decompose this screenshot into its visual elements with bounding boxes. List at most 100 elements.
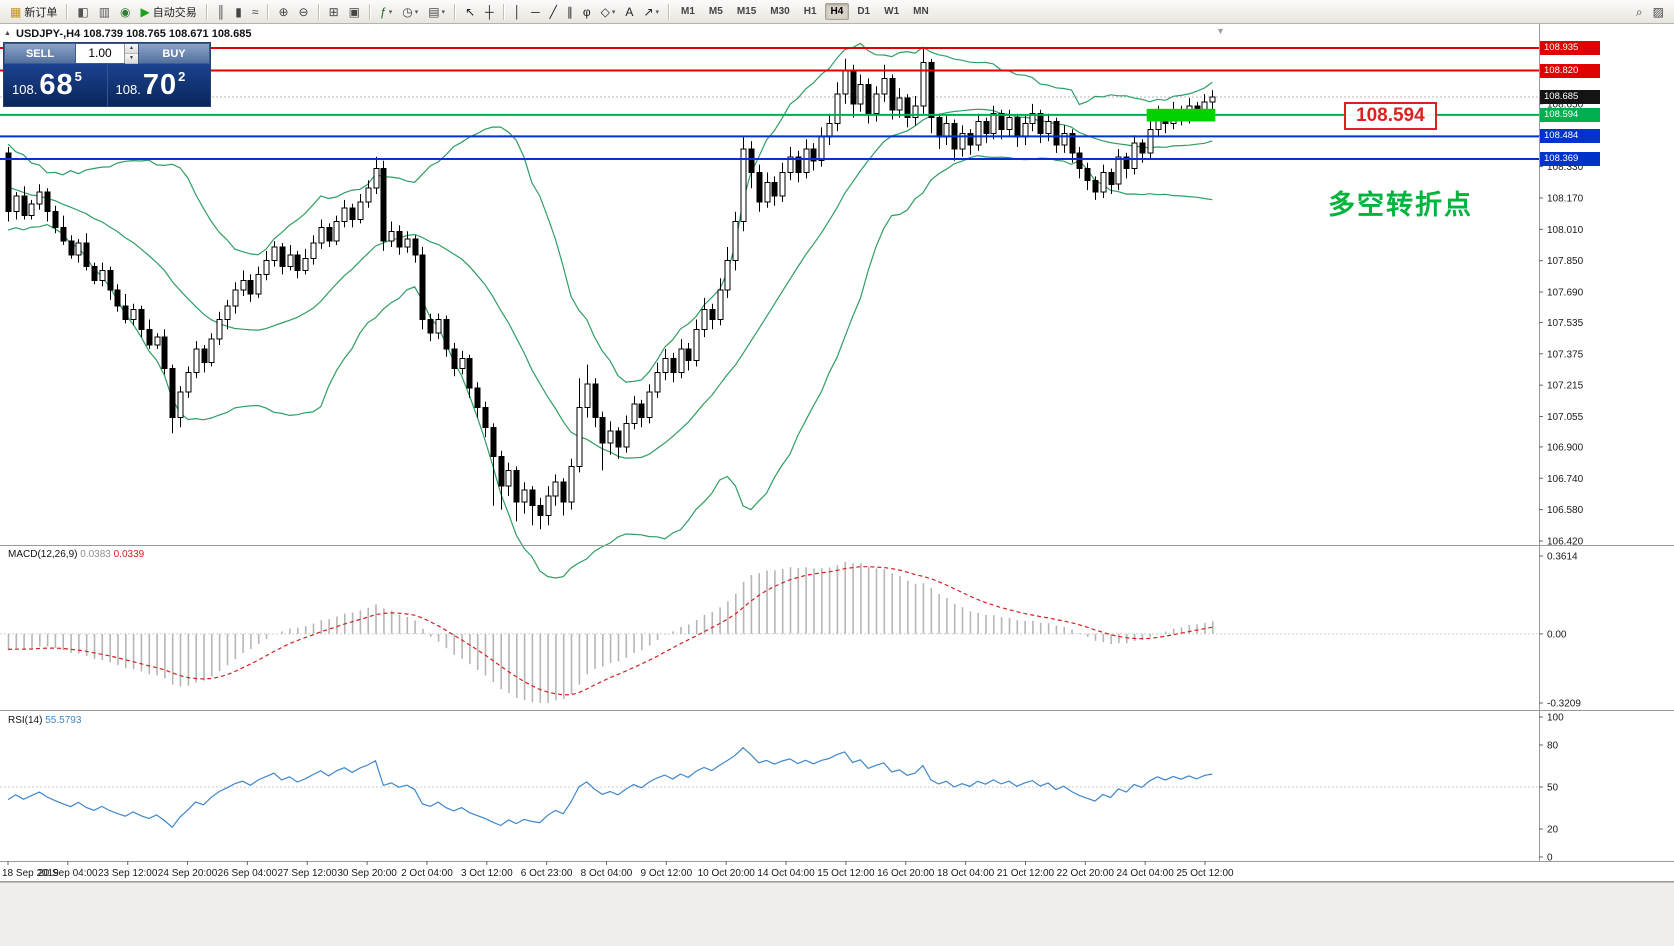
caret-down-icon: ▾ xyxy=(388,8,393,16)
svg-text:20: 20 xyxy=(1547,825,1559,836)
rsi-indicator-label: RSI(14) 55.5793 xyxy=(8,715,81,726)
periods-button[interactable]: ◷ ▾ xyxy=(398,1,422,23)
bid-price-badge: 108.685 xyxy=(1540,90,1600,104)
chart-shift-icon[interactable]: ▼ xyxy=(1216,26,1225,36)
volume-value[interactable]: 1.00 xyxy=(88,46,112,60)
line-chart-icon: ≈ xyxy=(251,4,259,19)
line-chart-button[interactable]: ≈ xyxy=(248,1,263,23)
bollinger-upper-band xyxy=(7,42,1213,383)
timeframe-h4-button[interactable]: H4 xyxy=(824,3,850,20)
chart-ohlc-text: USDJPY-,H4 108.739 108.765 108.671 108.6… xyxy=(16,28,252,40)
timeframe-h1-button[interactable]: H1 xyxy=(803,6,817,17)
crosshair-button[interactable]: ┼ xyxy=(481,1,498,23)
svg-text:108.330: 108.330 xyxy=(1547,162,1584,173)
equidistant-channel-button[interactable]: ∥ xyxy=(563,1,577,23)
svg-text:107.690: 107.690 xyxy=(1547,288,1584,299)
sell-button[interactable]: SELL xyxy=(4,43,76,64)
zoom-out-button[interactable]: ⊖ xyxy=(295,1,313,23)
zoom-in-button[interactable]: ⊕ xyxy=(274,1,292,23)
macd-signal-value: 0.0339 xyxy=(113,549,145,560)
arrows-button[interactable]: ↗ ▾ xyxy=(639,1,663,23)
cursor-button[interactable]: ↖ xyxy=(461,1,479,23)
fibonacci-button[interactable]: φ xyxy=(579,1,595,23)
new-order-button[interactable]: ▦ 新订单 xyxy=(6,1,61,23)
caret-down-icon: ▾ xyxy=(414,8,419,16)
collapse-chart-icon[interactable]: ▲ xyxy=(4,30,11,37)
vertical-line-button[interactable]: │ xyxy=(510,1,526,23)
candlestick-chart-icon: ▮ xyxy=(235,4,242,19)
svg-text:3 Oct 12:00: 3 Oct 12:00 xyxy=(461,868,513,879)
shapes-button[interactable]: ◇ ▾ xyxy=(597,1,620,23)
sell-price-pip: 5 xyxy=(74,68,82,84)
price-level-badge: 108.369 xyxy=(1540,151,1600,166)
volume-down-icon[interactable]: ▼ xyxy=(125,54,138,64)
indicators-button[interactable]: ƒ ▾ xyxy=(376,1,396,23)
sell-price[interactable]: 108. 68 5 xyxy=(4,64,107,106)
autotrading-button[interactable]: ▶ 自动交易 xyxy=(137,1,201,23)
svg-text:14 Oct 04:00: 14 Oct 04:00 xyxy=(757,868,815,879)
timeframe-mn-button[interactable]: MN xyxy=(913,6,929,17)
price-level-badge: 108.820 xyxy=(1540,63,1600,78)
svg-text:107.055: 107.055 xyxy=(1547,412,1584,423)
rsi-value: 55.5793 xyxy=(45,715,82,726)
buy-price[interactable]: 108. 70 2 xyxy=(106,64,211,106)
svg-text:27 Sep 12:00: 27 Sep 12:00 xyxy=(278,868,338,879)
timeframe-m1-button[interactable]: M1 xyxy=(681,6,695,17)
volume-input[interactable]: 1.00 ▲ ▼ xyxy=(76,43,138,64)
chart-annotation: 多空转折点 xyxy=(1328,190,1473,220)
new-order-icon: ▦ xyxy=(10,4,22,19)
timeframe-d1-button[interactable]: D1 xyxy=(857,6,871,17)
data-window-icon: ▥ xyxy=(98,4,111,19)
main-toolbar: ▦ 新订单 ◧ ▥ ◉ ▶ 自动交易 ║ ▮ ≈ ⊕ ⊖ ⊞ ▣ ƒ ▾ ◷ ▾ ▤ ▾ ↖ ┼ │ ─ ╱ ∥ φ ◇ ▾ A ↗ ▾ M1 M… xyxy=(0,0,1674,24)
caret-down-icon: ▾ xyxy=(611,8,616,16)
svg-text:6 Oct 23:00: 6 Oct 23:00 xyxy=(521,868,573,879)
panel-borders xyxy=(0,24,1674,882)
cascade-windows-button[interactable]: ▣ xyxy=(345,1,364,23)
svg-text:18 Oct 04:00: 18 Oct 04:00 xyxy=(937,868,995,879)
equidistant-channel-icon: ∥ xyxy=(566,4,573,19)
timeframe-m5-button[interactable]: M5 xyxy=(708,6,723,17)
svg-text:106.740: 106.740 xyxy=(1547,474,1584,485)
svg-text:23 Sep 12:00: 23 Sep 12:00 xyxy=(98,868,158,879)
caret-down-icon: ▾ xyxy=(655,8,660,16)
one-click-trading-panel: SELL 1.00 ▲ ▼ BUY 108. 68 5 108. 70 2 xyxy=(3,42,211,107)
buy-price-prefix: 108. xyxy=(115,81,141,97)
text-button[interactable]: A xyxy=(621,1,637,23)
trendline-button[interactable]: ╱ xyxy=(546,1,561,23)
tile-windows-button[interactable]: ⊞ xyxy=(325,1,343,23)
svg-text:107.375: 107.375 xyxy=(1547,349,1584,360)
horizontal-line-button[interactable]: ─ xyxy=(527,1,544,23)
search-button[interactable]: ⌕ xyxy=(1632,1,1647,23)
volume-spinner: ▲ ▼ xyxy=(124,44,138,64)
svg-text:20 Sep 04:00: 20 Sep 04:00 xyxy=(38,868,98,879)
navigator-button[interactable]: ◉ xyxy=(116,1,134,23)
window-list-button[interactable]: ▨ xyxy=(1649,1,1668,23)
macd-axis-labels: 0.3614 0.00 -0.3209 xyxy=(1539,552,1581,710)
macd-indicator-label: MACD(12,26,9) 0.0383 0.0339 xyxy=(8,549,144,560)
chart-title: ▲ USDJPY-,H4 108.739 108.765 108.671 108… xyxy=(4,28,252,40)
bar-chart-button[interactable]: ║ xyxy=(213,1,230,23)
volume-up-icon[interactable]: ▲ xyxy=(125,44,138,54)
macd-histogram xyxy=(0,561,1539,703)
timeframe-m15-button[interactable]: M15 xyxy=(736,6,757,17)
bar-chart-icon: ║ xyxy=(216,4,226,19)
svg-text:0.00: 0.00 xyxy=(1547,629,1567,640)
svg-text:24 Oct 04:00: 24 Oct 04:00 xyxy=(1117,868,1175,879)
svg-text:8 Oct 04:00: 8 Oct 04:00 xyxy=(581,868,633,879)
timeframe-m30-button[interactable]: M30 xyxy=(770,6,790,17)
buy-price-big: 70 xyxy=(142,68,178,101)
buy-button[interactable]: BUY xyxy=(138,43,210,64)
candlestick-chart-button[interactable]: ▮ xyxy=(231,1,246,23)
price-axis-labels: 108.650108.490108.330108.170108.010107.8… xyxy=(1539,99,1584,548)
periods-icon: ◷ xyxy=(402,4,413,19)
toolbar-separator xyxy=(66,3,69,20)
templates-button[interactable]: ▤ ▾ xyxy=(424,1,449,23)
text-icon: A xyxy=(625,4,634,19)
data-window-button[interactable]: ▥ xyxy=(95,1,114,23)
timeframe-w1-button[interactable]: W1 xyxy=(884,6,900,17)
price-level-badge: 108.594 xyxy=(1540,107,1600,122)
market-watch-button[interactable]: ◧ xyxy=(73,1,92,23)
